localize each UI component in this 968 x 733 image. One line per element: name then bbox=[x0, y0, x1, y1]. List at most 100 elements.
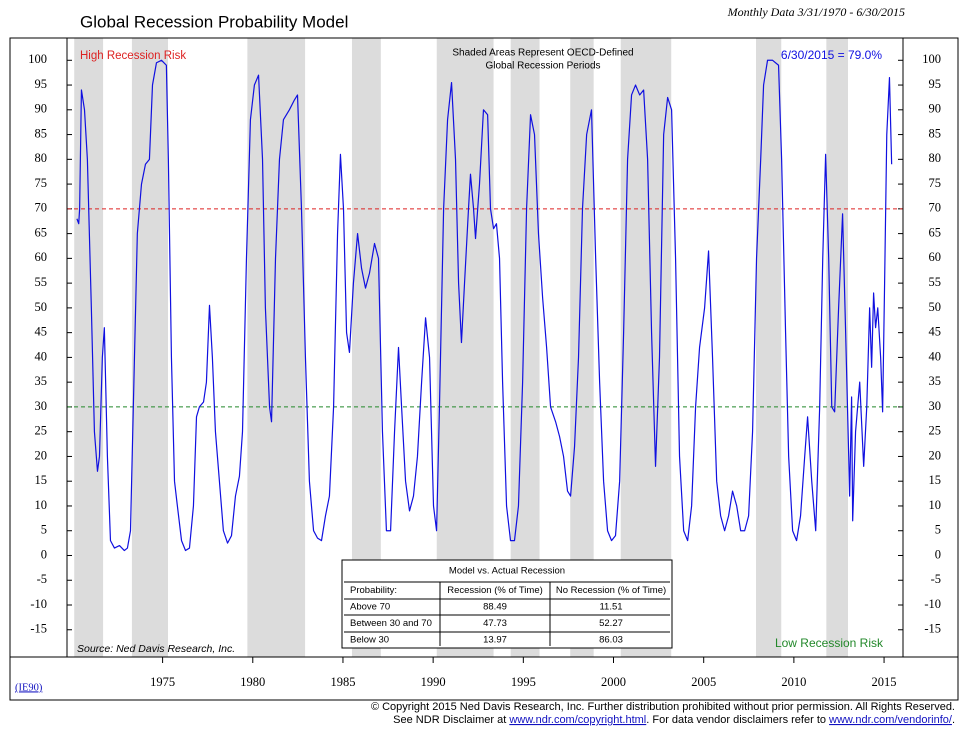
footer-text: © Copyright 2015 Ned Davis Research, Inc… bbox=[371, 701, 955, 713]
table-cell: 47.73 bbox=[483, 618, 507, 629]
y2-tick-label: 25 bbox=[929, 424, 942, 438]
recession-shade bbox=[131, 38, 169, 657]
y2-tick-label: 65 bbox=[929, 225, 942, 239]
shading-note: Global Recession Periods bbox=[485, 61, 600, 72]
y2-tick-label: 15 bbox=[929, 473, 942, 487]
x-tick-label: 1990 bbox=[421, 675, 446, 689]
x-tick-label: 1985 bbox=[330, 675, 355, 689]
y-tick-label: 90 bbox=[35, 102, 48, 116]
table-cell: 52.27 bbox=[599, 618, 623, 629]
y-tick-label: 30 bbox=[35, 399, 48, 413]
y2-tick-label: 90 bbox=[929, 102, 942, 116]
y-tick-label: 40 bbox=[35, 349, 48, 363]
y-tick-label: 70 bbox=[35, 201, 48, 215]
y2-tick-label: 5 bbox=[935, 523, 941, 537]
y2-tick-label: 45 bbox=[929, 325, 942, 339]
y2-tick-label: 80 bbox=[929, 151, 942, 165]
x-tick-label: 2000 bbox=[601, 675, 626, 689]
y-tick-label: -15 bbox=[30, 622, 47, 636]
high-risk-label: High Recession Risk bbox=[80, 50, 186, 62]
y2-tick-label: 10 bbox=[929, 498, 942, 512]
y-tick-label: 95 bbox=[35, 77, 48, 91]
subtitle: Monthly Data 3/31/1970 - 6/30/2015 bbox=[727, 5, 905, 19]
recession-shade bbox=[570, 38, 594, 657]
footer-text: . For data vendor disclaimers refer to bbox=[646, 714, 829, 726]
table-header: No Recession (% of Time) bbox=[556, 585, 666, 596]
footer-link[interactable]: www.ndr.com/copyright.html bbox=[508, 714, 646, 726]
table-frame bbox=[341, 559, 673, 649]
footer-line: © Copyright 2015 Ned Davis Research, Inc… bbox=[371, 701, 955, 713]
x-tick-label: 2015 bbox=[872, 675, 897, 689]
recession-shade bbox=[74, 38, 104, 657]
y2-tick-label: 85 bbox=[929, 126, 942, 140]
y2-tick-label: -10 bbox=[924, 597, 941, 611]
recession-shade bbox=[756, 38, 782, 657]
x-tick-label: 1975 bbox=[150, 675, 175, 689]
y2-tick-label: 40 bbox=[929, 349, 942, 363]
y-tick-label: 5 bbox=[41, 523, 47, 537]
y2-tick-label: 30 bbox=[929, 399, 942, 413]
y-tick-label: 60 bbox=[35, 250, 48, 264]
y-tick-label: 10 bbox=[35, 498, 48, 512]
y-tick-label: 50 bbox=[35, 300, 48, 314]
table-title: Model vs. Actual Recession bbox=[449, 566, 565, 577]
y-tick-label: -5 bbox=[37, 572, 47, 586]
outer-frame bbox=[9, 37, 959, 701]
y2-tick-label: 20 bbox=[929, 448, 942, 462]
y-tick-label: 45 bbox=[35, 325, 48, 339]
latest-label: 6/30/2015 = 79.0% bbox=[781, 48, 882, 62]
y-tick-label: 100 bbox=[28, 52, 47, 66]
shading-note: Shaded Areas Represent OECD-Defined bbox=[452, 48, 633, 59]
x-tick-label: 2010 bbox=[781, 675, 806, 689]
y-tick-label: 80 bbox=[35, 151, 48, 165]
y-tick-label: -10 bbox=[30, 597, 47, 611]
y-tick-label: 15 bbox=[35, 473, 48, 487]
probability-line bbox=[76, 59, 893, 552]
y2-tick-label: 55 bbox=[929, 275, 942, 289]
y2-tick-label: 0 bbox=[935, 547, 941, 561]
table-cell: Between 30 and 70 bbox=[350, 618, 432, 629]
x-tick-label: 2005 bbox=[691, 675, 716, 689]
recession-shade bbox=[247, 38, 306, 657]
footer-text: . bbox=[952, 714, 955, 726]
table-cell: 86.03 bbox=[599, 635, 623, 646]
y-tick-label: 25 bbox=[35, 424, 48, 438]
table-cell: 88.49 bbox=[483, 602, 507, 613]
y-tick-label: 35 bbox=[35, 374, 48, 388]
table-cell: Above 70 bbox=[350, 602, 390, 613]
y2-tick-label: 75 bbox=[929, 176, 942, 190]
chart-title: Global Recession Probability Model bbox=[80, 12, 348, 31]
footer-text: See NDR Disclaimer at bbox=[393, 714, 509, 726]
y-tick-label: 65 bbox=[35, 225, 48, 239]
y-tick-label: 85 bbox=[35, 126, 48, 140]
y-tick-label: 55 bbox=[35, 275, 48, 289]
low-risk-label: Low Recession Risk bbox=[775, 636, 884, 650]
footer-line: See NDR Disclaimer at www.ndr.com/copyri… bbox=[393, 714, 955, 726]
y2-tick-label: 50 bbox=[929, 300, 942, 314]
y2-tick-label: 95 bbox=[929, 77, 942, 91]
x-tick-label: 1995 bbox=[511, 675, 536, 689]
table-header: Probability: bbox=[350, 585, 397, 596]
table-cell: Below 30 bbox=[350, 635, 389, 646]
y-tick-label: 0 bbox=[41, 547, 47, 561]
y2-tick-label: -15 bbox=[924, 622, 941, 636]
y2-tick-label: 60 bbox=[929, 250, 942, 264]
table-cell: 11.51 bbox=[599, 602, 622, 613]
table-header: Recession (% of Time) bbox=[447, 585, 543, 596]
y2-tick-label: 100 bbox=[922, 52, 941, 66]
stats-table: Model vs. Actual Recession Probability: Re… bbox=[341, 559, 673, 649]
y2-tick-label: 35 bbox=[929, 374, 942, 388]
y2-tick-label: -5 bbox=[931, 572, 941, 586]
y2-tick-label: 70 bbox=[929, 201, 942, 215]
footer-link[interactable]: www.ndr.com/vendorinfo/ bbox=[828, 714, 953, 726]
table-cell: 13.97 bbox=[483, 635, 507, 646]
source: Source: Ned Davis Research, Inc. bbox=[77, 643, 235, 655]
chart-code: (IE90) bbox=[15, 682, 43, 693]
y-tick-label: 20 bbox=[35, 448, 48, 462]
y-tick-label: 75 bbox=[35, 176, 48, 190]
x-tick-label: 1980 bbox=[240, 675, 265, 689]
recession-shade bbox=[351, 38, 381, 657]
